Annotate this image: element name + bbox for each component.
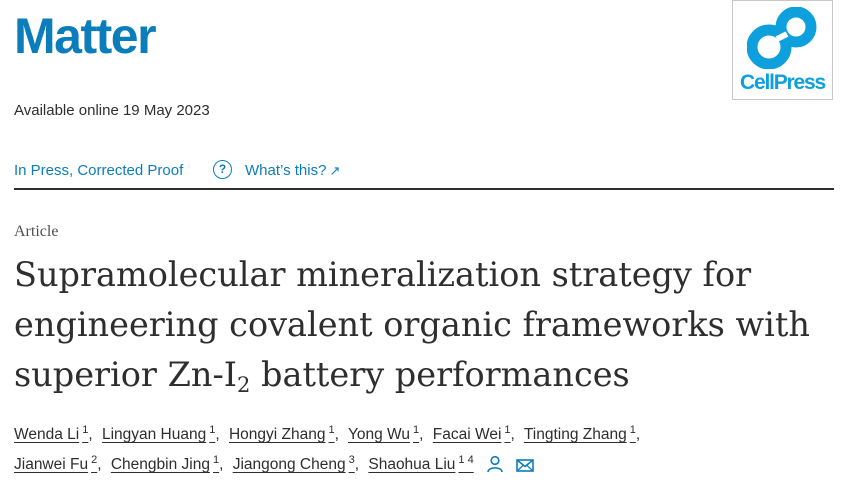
author-link[interactable]: Facai Wei 1: [432, 424, 511, 444]
author-link[interactable]: Tingting Zhang 1: [523, 424, 636, 444]
author-link[interactable]: Jiangong Cheng 3: [232, 454, 355, 474]
article-title: Supramolecular mineralization strategy f…: [14, 250, 844, 400]
publisher-name: CellPress: [740, 71, 826, 94]
article-type: Article: [14, 223, 59, 240]
title-subscript: 2: [237, 373, 251, 397]
help-icon[interactable]: ?: [213, 160, 232, 179]
author-list: Wenda Li 1, Lingyan Huang 1, Hongyi Zhang 1…: [14, 420, 814, 480]
whats-this-link[interactable]: What’s this? ↗: [245, 162, 340, 179]
cellpress-mark-icon: [747, 7, 817, 69]
in-press-link[interactable]: In Press, Corrected Proof: [14, 162, 184, 179]
title-line-1: Supramolecular mineralization strategy f…: [14, 255, 752, 294]
publisher-logo[interactable]: CellPress: [732, 0, 833, 100]
author-link[interactable]: Jianwei Fu 2: [14, 454, 98, 474]
journal-logo[interactable]: Matter: [14, 8, 157, 64]
author-link[interactable]: Shaohua Liu 1 4: [368, 454, 474, 474]
title-line-3-pre: superior Zn-I: [14, 355, 238, 394]
available-online-date: Available online 19 May 2023: [14, 102, 210, 119]
external-arrow-icon: ↗: [329, 163, 341, 178]
mail-icon[interactable]: [516, 458, 535, 473]
person-icon[interactable]: [486, 455, 504, 473]
author-link[interactable]: Lingyan Huang 1: [101, 424, 216, 444]
whats-this-label: What’s this?: [245, 162, 327, 179]
author-link[interactable]: Chengbin Jing 1: [110, 454, 220, 474]
author-link[interactable]: Yong Wu 1: [347, 424, 420, 444]
title-line-2: engineering covalent organic frameworks …: [14, 305, 810, 344]
title-line-3-post: battery performances: [250, 355, 630, 394]
author-link[interactable]: Hongyi Zhang 1: [228, 424, 335, 444]
author-link[interactable]: Wenda Li 1: [14, 424, 89, 444]
author-line-1: Wenda Li 1, Lingyan Huang 1, Hongyi Zhang 1…: [14, 424, 641, 444]
author-line-2: Jianwei Fu 2, Chengbin Jing 1, Jiangong Ch…: [14, 450, 814, 480]
article-status-bar: In Press, Corrected Proof ? What’s this?…: [14, 160, 834, 190]
